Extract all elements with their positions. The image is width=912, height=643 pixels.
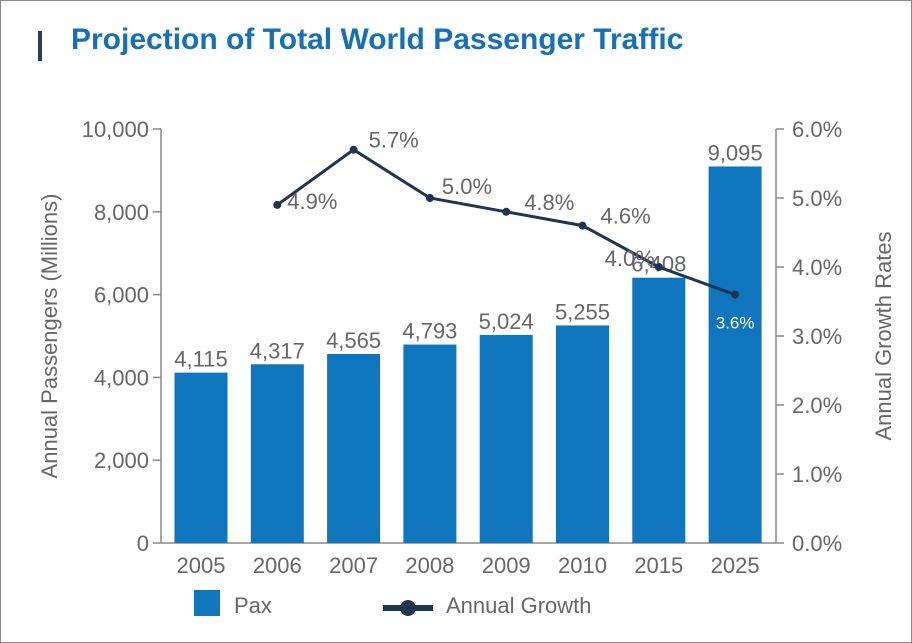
- bar-pax: [174, 372, 228, 543]
- bar-value-label: 4,317: [250, 338, 305, 363]
- growth-point: [731, 290, 740, 299]
- left-tick-label: 8,000: [94, 200, 149, 225]
- left-tick-label: 2,000: [94, 448, 149, 473]
- x-tick-label: 2009: [482, 553, 531, 578]
- bar-pax: [327, 354, 381, 543]
- y2-axis-title: Annual Growth Rates: [871, 231, 896, 440]
- growth-point: [273, 200, 282, 209]
- right-tick-label: 1.0%: [792, 462, 842, 487]
- x-tick-label: 2005: [177, 553, 226, 578]
- x-tick-label: 2015: [634, 553, 683, 578]
- bar-pax: [708, 166, 762, 544]
- growth-point: [425, 194, 434, 202]
- bar-value-label: 5,024: [479, 309, 534, 334]
- x-tick-label: 2010: [558, 553, 607, 578]
- growth-value-label: 4.8%: [524, 190, 574, 215]
- x-tick-label: 2008: [405, 553, 454, 578]
- growth-value-label: 5.7%: [369, 128, 419, 153]
- left-tick-label: 0: [137, 531, 149, 556]
- bar-value-label: 5,255: [555, 299, 610, 324]
- x-tick-label: 2006: [253, 553, 302, 578]
- growth-value-label: 4.6%: [601, 204, 651, 229]
- bar-value-label: 9,095: [708, 140, 763, 165]
- growth-point: [349, 145, 358, 154]
- x-tick-label: 2025: [711, 553, 760, 578]
- bar-pax: [250, 364, 304, 543]
- left-tick-label: 6,000: [94, 283, 149, 308]
- legend-label-pax: Pax: [234, 593, 272, 618]
- growth-point: [502, 207, 511, 216]
- right-tick-label: 0.0%: [792, 531, 842, 556]
- growth-value-label: 4.9%: [287, 189, 337, 214]
- growth-value-label: 4.0%: [605, 246, 655, 271]
- legend-swatch-pax: [194, 590, 220, 616]
- bar-pax: [632, 277, 686, 543]
- legend-swatch-marker: [400, 600, 416, 616]
- title-accent-bar: [38, 31, 42, 61]
- right-tick-label: 6.0%: [792, 117, 842, 142]
- growth-value-label: 3.6%: [716, 314, 755, 333]
- y-axis-title: Annual Passengers (Millions): [37, 194, 62, 479]
- bar-value-label: 4,565: [326, 328, 381, 353]
- growth-point: [578, 221, 587, 230]
- right-tick-label: 5.0%: [792, 186, 842, 211]
- bar-pax: [403, 344, 457, 543]
- left-tick-label: 4,000: [94, 365, 149, 390]
- bar-pax: [479, 335, 533, 543]
- bar-value-label: 4,115: [174, 347, 227, 372]
- bar-value-label: 4,793: [402, 319, 457, 344]
- chart-title: Projection of Total World Passenger Traf…: [71, 23, 684, 56]
- right-tick-label: 3.0%: [792, 324, 842, 349]
- growth-point: [654, 263, 663, 271]
- growth-value-label: 5.0%: [442, 174, 492, 199]
- right-tick-label: 2.0%: [792, 393, 842, 418]
- x-tick-label: 2007: [329, 553, 378, 578]
- left-tick-label: 10,000: [82, 117, 149, 142]
- legend-label-growth: Annual Growth: [446, 593, 592, 618]
- bar-pax: [556, 325, 609, 543]
- right-tick-label: 4.0%: [792, 255, 842, 280]
